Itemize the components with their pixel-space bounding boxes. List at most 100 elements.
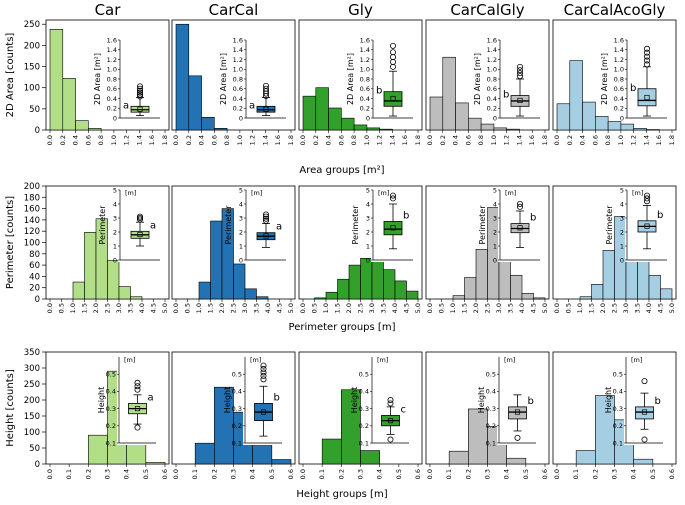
box-outlier <box>514 434 521 441</box>
xtick-label: 0.8 <box>97 135 105 145</box>
box-mean-marker <box>390 225 396 231</box>
inset-tick-label: 1.0 <box>487 66 497 74</box>
box-outlier <box>644 49 651 56</box>
xtick-label: 0.1 <box>65 469 73 479</box>
significance-letter: b <box>528 396 534 407</box>
significance-letter: b <box>376 86 382 97</box>
inset-tick-label: 4 <box>493 200 497 208</box>
histogram-bar <box>366 127 380 131</box>
histogram-bar <box>210 220 223 300</box>
inset-tick-label: 0.3 <box>613 405 623 413</box>
inset-tick-label: 1.4 <box>360 46 370 54</box>
histogram-bar <box>325 291 338 300</box>
box-outlier <box>644 192 651 199</box>
xtick-label: 1.0 <box>322 303 330 313</box>
panel-area-carcal: 0.0 0.2 0.4 0.6 0.8 1.0 1.2 1.4 1.6 1.800.20.40.6… <box>171 19 296 145</box>
xtick-label: 0.4 <box>325 135 333 145</box>
xtick-label: 2.5 <box>104 303 112 313</box>
inset-ylabel: 2D Area [m²] <box>600 53 609 105</box>
xtick-label: 1.2 <box>503 135 511 145</box>
xtick-label: 0.5 <box>184 303 192 313</box>
inset-tick-label: 1 <box>620 242 624 250</box>
xtick-label: 2.5 <box>484 303 492 313</box>
inset-tick-label: 1.4 <box>614 46 624 54</box>
row-xlabel-area: Area groups [m²] <box>299 165 384 176</box>
histogram-bar <box>321 438 342 465</box>
box-outlier <box>262 215 269 222</box>
inset-tick-label: 0.4 <box>360 95 370 103</box>
histogram-bar <box>214 128 228 131</box>
inset-tick-label: 1.2 <box>233 56 243 64</box>
box-outlier <box>134 386 141 393</box>
histogram-bar <box>633 458 654 465</box>
xtick-label: 0.4 <box>452 135 460 145</box>
inset-tick-label: 1.6 <box>614 36 624 44</box>
inset-tick-label: 1 <box>239 242 243 250</box>
box-outlier <box>134 424 141 431</box>
row-xlabel-perimeter: Perimeter groups [m] <box>289 322 396 333</box>
box-outlier <box>641 378 648 385</box>
inset-unit-label: [m] <box>377 356 388 364</box>
ytick-label: 120 <box>24 227 40 237</box>
xtick-label: 1.0 <box>576 303 584 313</box>
histogram-bar <box>88 434 108 465</box>
histogram-bar <box>194 442 215 465</box>
xtick-label: 0.2 <box>566 135 574 145</box>
box-outlier <box>136 91 143 98</box>
xtick-label: 4.0 <box>264 303 272 313</box>
box-outlier <box>644 45 651 52</box>
histogram-bar <box>198 281 211 300</box>
box-outlier <box>260 369 267 376</box>
box-outlier <box>260 372 267 379</box>
histogram-bar <box>75 120 89 131</box>
inset-tick-label: 0.4 <box>107 95 117 103</box>
histogram-bar <box>556 103 571 131</box>
xtick-label: 2.0 <box>345 303 353 313</box>
xtick-label: 0.6 <box>591 135 599 145</box>
histogram-bar <box>371 259 384 300</box>
inset-tick-label: 0.3 <box>106 405 116 413</box>
inset-ylabel: 2D Area [m²] <box>346 53 355 105</box>
box-mean-marker <box>137 106 143 112</box>
box-mean-marker <box>517 97 523 104</box>
histogram-bar <box>188 75 202 131</box>
xtick-label: 2.5 <box>611 303 619 313</box>
ytick-label: 60 <box>29 261 40 271</box>
xtick-label: 0.0 <box>426 469 434 479</box>
ytick-label: 150 <box>24 63 40 73</box>
xtick-label: 0.0 <box>46 469 54 479</box>
inset-tick-label: 2 <box>113 228 117 236</box>
inset-tick-label: 0.5 <box>359 371 369 379</box>
ytick-label: 180 <box>24 193 40 203</box>
inset-tick-label: 0.4 <box>233 95 243 103</box>
inset-tick-label: 1 <box>113 242 117 250</box>
xtick-label: 4.0 <box>138 303 146 313</box>
inset-tick-label: 5 <box>366 186 370 194</box>
histogram-bar <box>175 23 190 131</box>
panel-height-carcalacogly: 0.0 0.1 0.2 0.3 0.4 0.5 0.60.10.20.30.40.5Heig… <box>552 351 677 479</box>
inset-tick-label: 0.3 <box>486 405 496 413</box>
xtick-label: 1.6 <box>401 135 409 145</box>
xtick-label: 0.2 <box>312 135 320 145</box>
histogram-bar <box>648 274 661 300</box>
xtick-label: 0.4 <box>198 135 206 145</box>
xtick-label: 1.6 <box>274 135 282 145</box>
inset-tick-label: 0 <box>493 114 497 122</box>
xtick-label: 0.0 <box>172 469 180 479</box>
inset-tick-label: 5 <box>620 186 624 194</box>
box-outlier <box>136 87 143 94</box>
xtick-label: 1.4 <box>261 135 269 145</box>
xtick-label: 2.0 <box>599 303 607 313</box>
xtick-label: 1.0 <box>449 303 457 313</box>
inset-ylabel: Height <box>350 387 359 413</box>
histogram-bar <box>394 280 407 300</box>
box-outlier <box>389 49 396 56</box>
xtick-label: 1.5 <box>207 303 215 313</box>
box-outlier <box>517 67 524 74</box>
histogram-bar <box>510 274 523 300</box>
inset-unit-label: [m] <box>251 189 262 197</box>
xtick-label: 4.5 <box>276 303 284 313</box>
inset-tick-label: 4 <box>366 200 370 208</box>
histogram-bar <box>575 450 596 465</box>
histogram-bar <box>84 232 97 300</box>
